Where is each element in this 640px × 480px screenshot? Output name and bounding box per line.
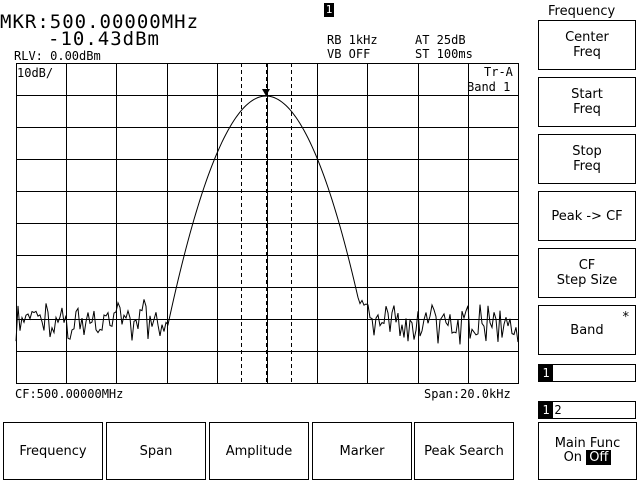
softkey-label-line1: CF (578, 258, 596, 273)
span-readout: Span:20.0kHz (424, 387, 511, 401)
softkey-label-line1: Start (571, 87, 603, 102)
marker-button-label: Marker (339, 443, 385, 459)
main-func-on: On (563, 450, 583, 465)
center-frequency-readout: CF:500.00000MHz (15, 387, 124, 401)
attenuation-readout: AT 25dB (415, 33, 466, 47)
scale-label: 10dB/ (17, 66, 54, 80)
softkey-label-line1: Stop (572, 144, 602, 159)
softkey-label-line2: Step Size (556, 273, 618, 288)
marker-amplitude-readout: -10.43dBm (48, 28, 160, 50)
band-number-chip: 1 (539, 365, 553, 381)
marker-button[interactable]: Marker (312, 422, 412, 480)
span-button[interactable]: Span (106, 422, 206, 480)
softkey-label-line1: Peak -> CF (551, 208, 623, 224)
softkey-label-line1: Band (570, 322, 604, 338)
start-freq-softkey[interactable]: Start Freq (538, 77, 636, 127)
softkey-label-line2: Freq (573, 159, 601, 174)
main-func-label: Main Func (554, 436, 621, 451)
band-selected-mark: * (622, 310, 630, 325)
band-label: Band 1 (467, 80, 511, 94)
active-marker-indicator: 1 (324, 3, 334, 17)
sweep-time-readout: ST 100ms (415, 47, 473, 61)
spectrum-trace (15, 95, 519, 345)
cf-step-size-softkey[interactable]: CF Step Size (538, 248, 636, 298)
peak-search-button-label: Peak Search (424, 443, 504, 459)
softkey-label-line1: Center (565, 30, 609, 45)
trace-label: Tr-A (484, 65, 513, 79)
peak-to-cf-softkey[interactable]: Peak -> CF (538, 191, 636, 241)
marker-triangle-icon (262, 89, 270, 96)
vbw-readout: VB OFF (327, 47, 371, 61)
stop-freq-softkey[interactable]: Stop Freq (538, 134, 636, 184)
main-func-toggle[interactable]: Main Func On Off (538, 422, 637, 480)
menu-page-next: 2 (554, 403, 562, 417)
band-softkey[interactable]: Band * (538, 305, 636, 355)
amplitude-button[interactable]: Amplitude (209, 422, 309, 480)
frequency-button[interactable]: Frequency (3, 422, 103, 480)
softkey-menu-title: Frequency (548, 4, 616, 19)
menu-page-current: 1 (539, 402, 553, 418)
softkey-label-line2: Freq (573, 102, 601, 117)
frequency-button-label: Frequency (19, 443, 87, 459)
main-func-off[interactable]: Off (586, 450, 612, 465)
band-number-indicator: 1 (538, 364, 636, 382)
main-func-state: On Off (563, 450, 612, 465)
center-freq-softkey[interactable]: Center Freq (538, 20, 636, 70)
graticule (16, 63, 519, 384)
softkey-label-line2: Freq (573, 45, 601, 60)
amplitude-button-label: Amplitude (225, 443, 293, 459)
rbw-readout: RB 1kHz (327, 33, 378, 47)
reference-level-readout: RLV: 0.00dBm (14, 49, 101, 63)
peak-search-button[interactable]: Peak Search (414, 422, 514, 480)
marker-frequency-readout: MKR:500.00000MHz (0, 11, 200, 33)
span-button-label: Span (139, 443, 173, 459)
